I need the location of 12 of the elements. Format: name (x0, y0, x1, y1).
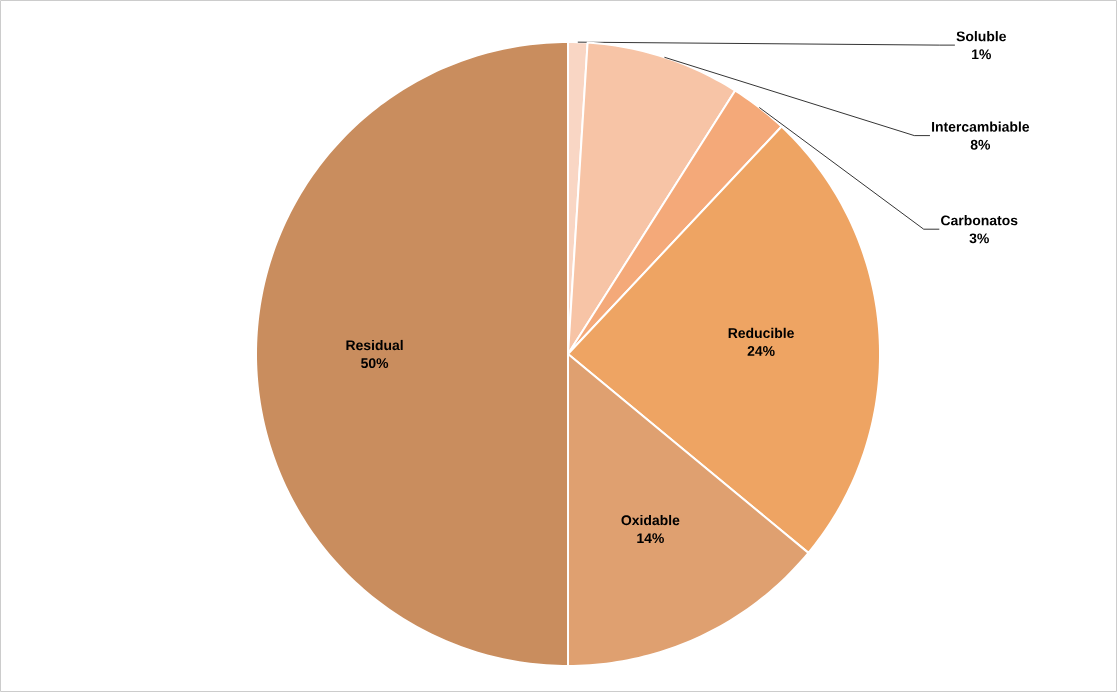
data-label: 50% (361, 358, 389, 369)
slice-label: Oxidable (621, 514, 680, 526)
slice-label: Residual (346, 339, 403, 351)
data-label: 1% (972, 49, 991, 60)
slice-label: Intercambiable (932, 121, 1030, 132)
data-label: 24% (747, 346, 775, 356)
slice-label: Reducible (728, 327, 794, 339)
slice-label: Carbonatos (941, 215, 1018, 226)
data-label: 3% (969, 233, 989, 244)
data-label: 14% (637, 533, 664, 544)
data-label: 8% (970, 139, 991, 150)
slice-label: Soluble (956, 31, 1006, 42)
